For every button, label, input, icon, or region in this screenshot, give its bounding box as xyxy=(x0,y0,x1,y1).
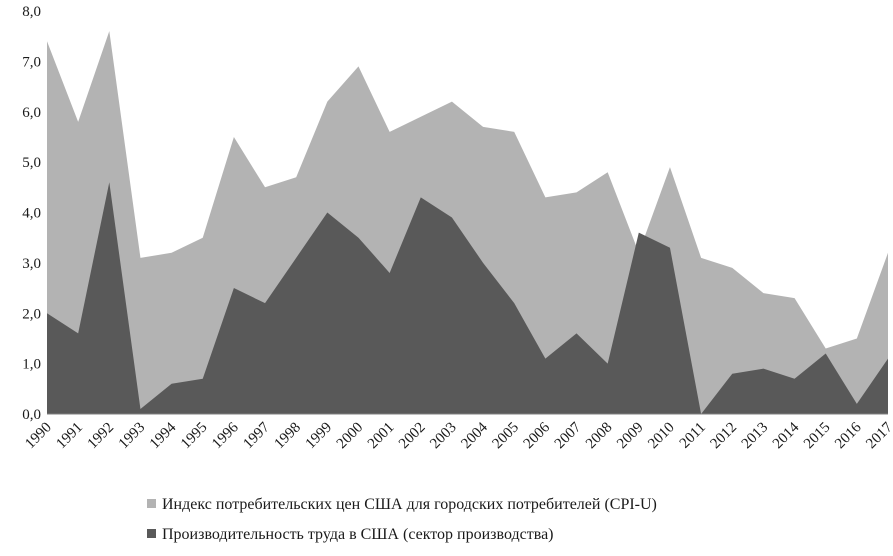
y-tick-label: 8,0 xyxy=(22,4,41,20)
x-tick-label: 1990 xyxy=(22,420,55,453)
x-tick-label: 1991 xyxy=(53,420,86,453)
x-tick-label: 2003 xyxy=(427,420,460,453)
series-area-2 xyxy=(47,182,888,414)
x-tick-label: 1995 xyxy=(178,420,211,453)
legend-swatch xyxy=(147,499,156,508)
x-tick-label: 2013 xyxy=(739,420,772,453)
y-tick-label: 4,0 xyxy=(22,206,41,222)
x-axis-ticks: 1990199119921993199419951996199719981999… xyxy=(22,419,893,452)
x-tick-label: 2002 xyxy=(396,420,429,453)
y-tick-label: 2,0 xyxy=(22,306,41,322)
x-tick-label: 2004 xyxy=(458,419,491,452)
x-tick-label: 2008 xyxy=(583,420,616,453)
x-tick-label: 2005 xyxy=(490,420,523,453)
x-tick-label: 1999 xyxy=(303,420,336,453)
y-tick-label: 6,0 xyxy=(22,105,41,121)
x-tick-label: 2016 xyxy=(832,419,865,452)
legend-label: Индекс потребительских цен США для город… xyxy=(162,496,657,513)
x-tick-label: 1994 xyxy=(147,419,180,452)
x-tick-label: 2010 xyxy=(645,420,678,453)
x-tick-label: 2000 xyxy=(334,420,367,453)
y-tick-label: 0,0 xyxy=(22,407,41,423)
x-tick-label: 1992 xyxy=(85,420,118,453)
y-tick-label: 5,0 xyxy=(22,155,41,171)
x-tick-label: 1996 xyxy=(209,419,242,452)
y-tick-label: 3,0 xyxy=(22,256,41,272)
area-layer xyxy=(47,31,888,415)
y-tick-label: 1,0 xyxy=(22,357,41,373)
y-tick-label: 7,0 xyxy=(22,54,41,70)
x-tick-label: 2007 xyxy=(552,419,585,452)
x-tick-label: 2001 xyxy=(365,420,398,453)
x-tick-label: 1998 xyxy=(271,420,304,453)
x-tick-label: 2014 xyxy=(770,419,803,452)
x-tick-label: 2006 xyxy=(521,419,554,452)
x-tick-label: 1997 xyxy=(240,419,273,452)
x-tick-label: 2012 xyxy=(708,420,741,453)
x-tick-label: 2011 xyxy=(677,420,709,452)
x-tick-label: 2015 xyxy=(801,420,834,453)
y-axis-ticks: 0,0 1,0 2,0 3,0 4,0 5,0 6,0 7,0 8,0 xyxy=(22,4,41,423)
legend-swatch xyxy=(147,529,156,538)
x-tick-label: 1993 xyxy=(116,420,149,453)
x-tick-label: 2009 xyxy=(614,420,647,453)
legend-label: Производительность труда в США (сектор п… xyxy=(162,526,554,543)
x-tick-label: 2017 xyxy=(863,419,893,452)
legend: Индекс потребительских цен США для город… xyxy=(147,496,657,543)
